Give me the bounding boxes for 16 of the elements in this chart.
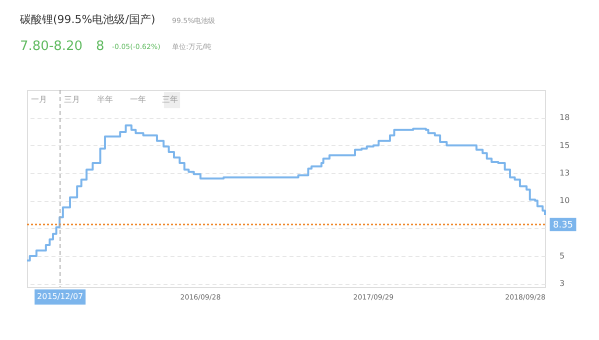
annotation: 一月 [31,95,47,104]
y-tick-label: 13 [560,168,570,178]
y-tick-label: 5 [560,252,565,261]
y-tick-label: 15 [560,140,570,150]
annotation: 半年 [97,95,113,104]
ref-line-label: 8.35 [552,220,574,230]
annotation: 一年 [130,95,146,104]
annotation: 三月 [64,95,80,104]
text: 8 [96,39,104,54]
y-tick-label: 18 [560,113,570,122]
annotation: 三年 [162,95,178,104]
ref-line-label: 2015/12/07 [37,292,84,301]
chart-title: 碳酸锂(99.5%电池级/国产) [19,13,156,26]
y-tick-label: 3 [560,279,565,288]
text: 7.80-8.20 [20,39,83,54]
y-tick-label: 10 [560,196,570,206]
